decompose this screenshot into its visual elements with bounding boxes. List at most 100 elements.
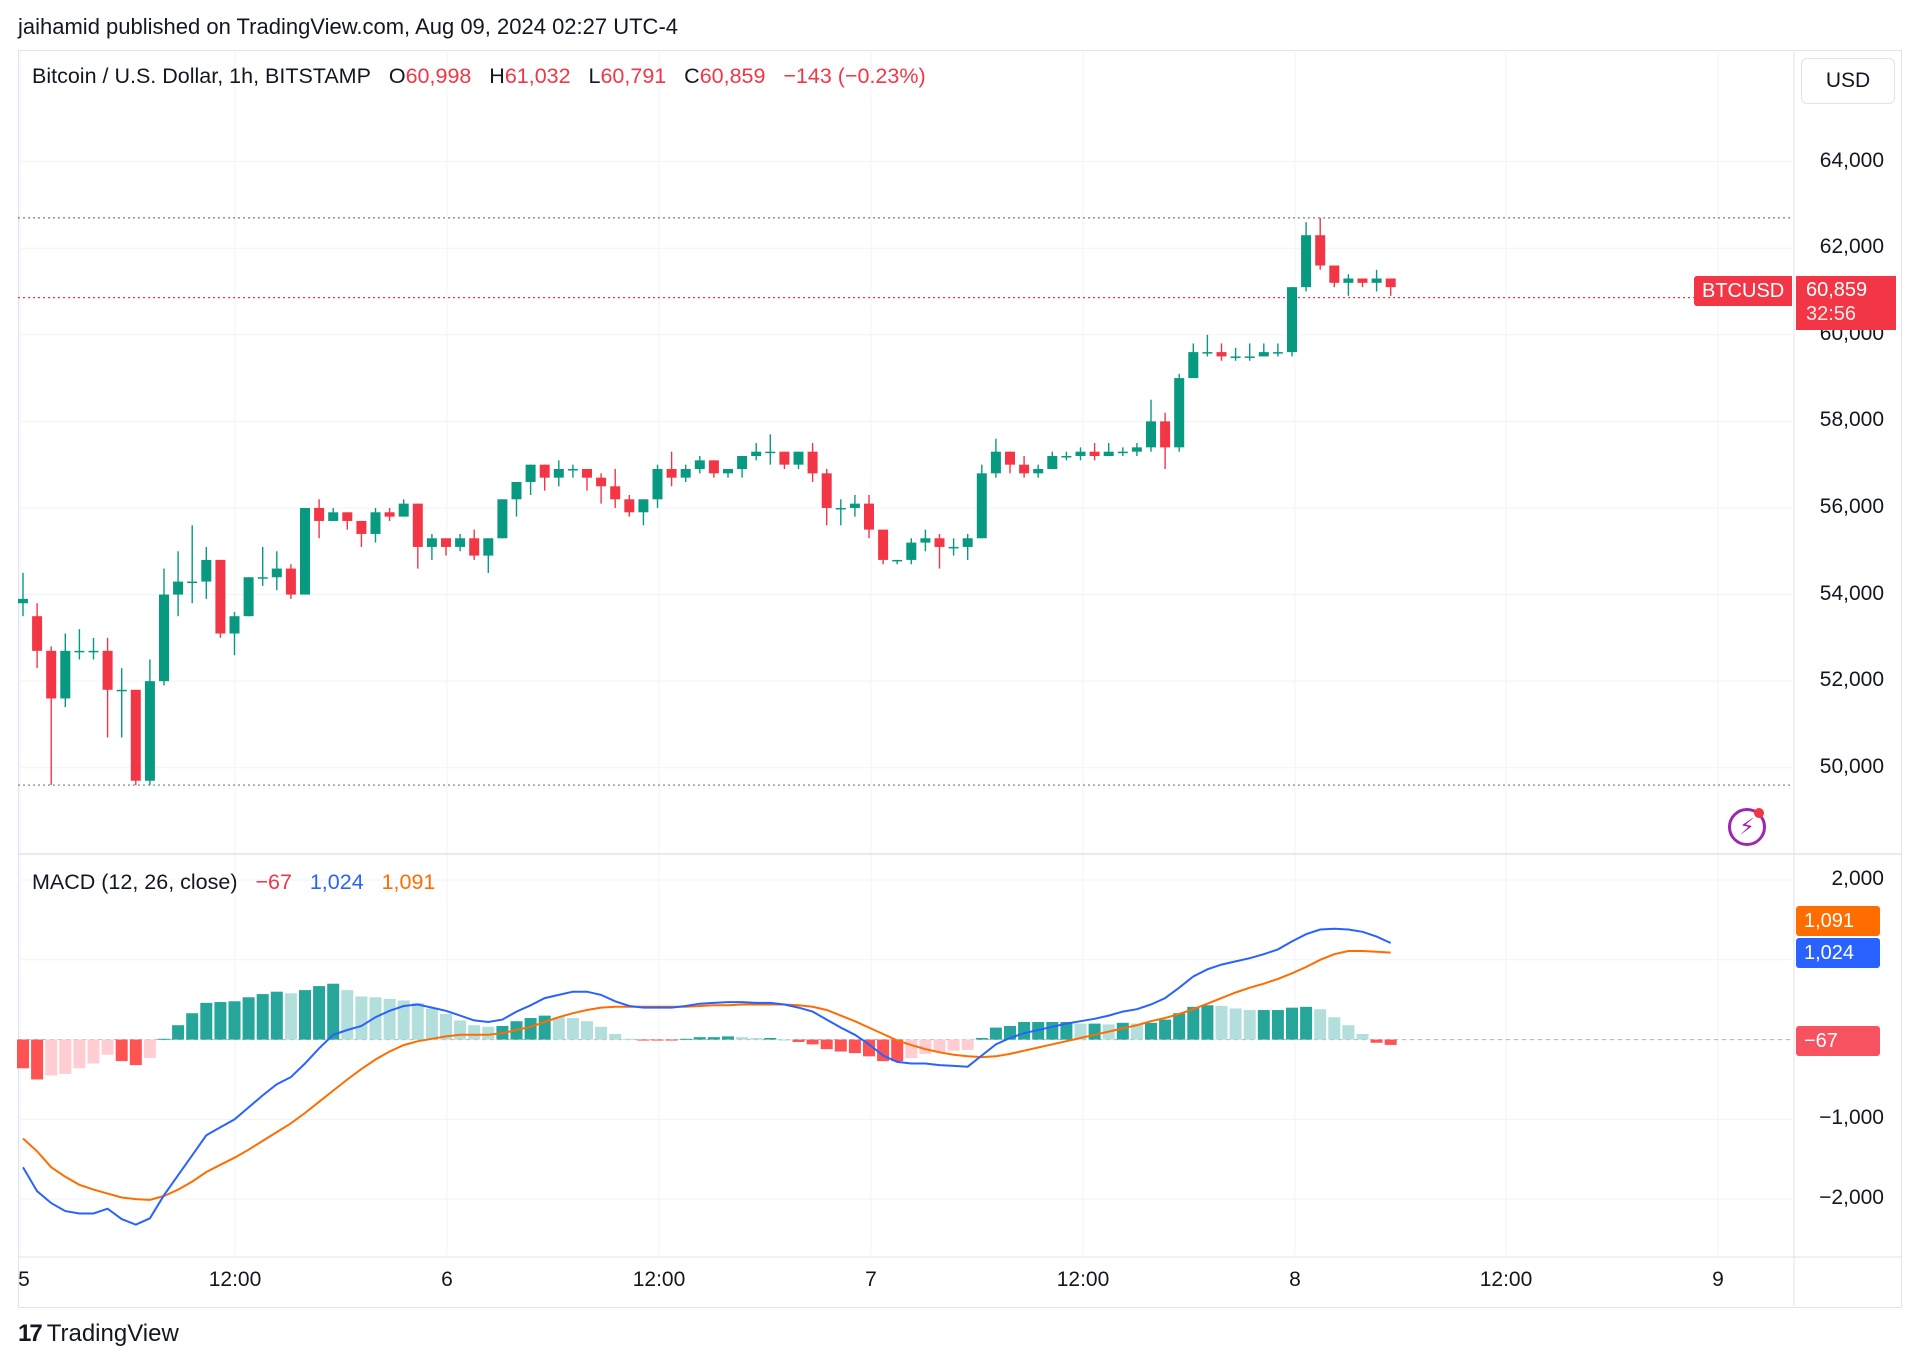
macd-histogram-bar [1215, 1006, 1228, 1040]
macd-histogram-bar [1342, 1025, 1355, 1040]
macd-histogram-bar [115, 1039, 128, 1062]
macd-histogram-bar [284, 993, 297, 1040]
candle-body [1146, 421, 1156, 448]
macd-histogram-bar [1187, 1006, 1200, 1040]
price-tag-symbol: BTCUSD [1694, 276, 1793, 306]
candle-body [553, 469, 564, 478]
macd-histogram-bar [355, 996, 368, 1040]
candle-body [525, 464, 536, 482]
candle-body [990, 451, 1001, 474]
macd-histogram-bar [1370, 1039, 1383, 1043]
macd-histogram-bar [383, 998, 396, 1040]
candle-body [864, 503, 874, 530]
candle-body [215, 559, 226, 634]
macd-histogram-bar [242, 997, 255, 1040]
macd-histogram-bar [397, 1000, 410, 1040]
candle-body [455, 538, 466, 547]
candle-body [694, 460, 705, 469]
macd-tag-signal: 1,091 [1796, 906, 1880, 936]
candle-body [60, 650, 71, 699]
macd-histogram-bar [806, 1039, 819, 1045]
macd-signal-line [22, 950, 1391, 1201]
macd-histogram-bar [792, 1039, 805, 1042]
macd-histogram-bar [1384, 1039, 1397, 1045]
price-tag-countdown: 32:56 [1806, 303, 1857, 325]
macd-histogram-bar [1046, 1022, 1059, 1040]
macd-histogram-bar [186, 1013, 199, 1040]
macd-histogram-bar [764, 1037, 777, 1040]
macd-histogram-bar [172, 1025, 185, 1040]
macd-histogram-bar [947, 1039, 960, 1051]
currency-button[interactable]: USD [1801, 58, 1895, 104]
candle-body [892, 559, 903, 562]
candle-body [201, 559, 212, 582]
lightning-icon[interactable]: ⚡ [1728, 808, 1766, 846]
candle-body [46, 650, 57, 699]
price-tag-price: 60,859 [1806, 279, 1868, 301]
candle-body [18, 598, 28, 604]
macd-histogram-bar [552, 1017, 565, 1040]
macd-histogram-bar [158, 1038, 170, 1040]
candle-body [793, 451, 804, 465]
macd-histogram-bar [59, 1039, 72, 1074]
candle-body [920, 538, 931, 543]
chart-frame [18, 50, 1902, 1308]
macd-legend-hist: −67 [255, 870, 292, 894]
candle-body [666, 469, 677, 478]
macd-histogram-bar [1243, 1010, 1256, 1040]
macd-histogram-bar [341, 990, 354, 1040]
candle-body [934, 538, 945, 547]
candle-body [511, 481, 522, 500]
legend-change: −143 (−0.23%) [783, 64, 926, 88]
macd-histogram-bar [214, 1002, 227, 1040]
macd-histogram-bar [1328, 1017, 1341, 1040]
tradingview-logo[interactable]: 17 TradingView [18, 1320, 179, 1348]
candle-body [1188, 352, 1199, 379]
macd-histogram-bar [1257, 1010, 1270, 1040]
macd-histogram-bar [623, 1038, 636, 1040]
candle-body [835, 507, 846, 510]
candle-body [229, 616, 240, 634]
legend-symbol: Bitcoin / U.S. Dollar, 1h, BITSTAMP [32, 64, 371, 88]
macd-histogram-bar [313, 986, 326, 1040]
candle-body [680, 469, 691, 478]
macd-histogram-bar [45, 1039, 58, 1076]
candle-body [567, 469, 578, 471]
macd-histogram-bar [1201, 1005, 1214, 1040]
time-axis-label: 12:00 [1479, 1268, 1533, 1291]
time-axis-label: 7 [865, 1268, 877, 1291]
legend-open-label: O [388, 64, 406, 88]
candle-body [370, 512, 381, 534]
legend-open: 60,998 [405, 64, 472, 88]
macd-histogram-bar [327, 983, 340, 1040]
candle-body [582, 469, 592, 478]
time-axis-label: 6 [441, 1268, 453, 1291]
candle-body [1131, 447, 1142, 452]
candle-body [765, 451, 776, 454]
legend-low-label: L [588, 64, 601, 88]
legend-close: 60,859 [699, 64, 766, 88]
macd-histogram-bar [1300, 1006, 1313, 1040]
time-axis-label: 12:00 [208, 1268, 262, 1291]
macd-histogram-bar [778, 1039, 791, 1041]
candle-body [1202, 352, 1213, 354]
price-axis-label: 52,000 [1819, 668, 1884, 692]
time-axis-label: 9 [1712, 1268, 1724, 1291]
candle-body [624, 499, 635, 513]
macd-histogram-bar [651, 1039, 664, 1041]
candle-body [1385, 278, 1396, 288]
candle-body [1343, 278, 1354, 283]
candle-body [173, 581, 184, 595]
candle-body [1033, 469, 1044, 474]
candle-body [1005, 451, 1015, 465]
macd-histogram-bar [750, 1037, 763, 1040]
candle-body [652, 469, 663, 500]
tradingview-logo-icon: 17 [18, 1320, 43, 1347]
time-axis-label: 5 [18, 1268, 30, 1291]
candle-body [807, 451, 818, 474]
time-axis-label: 8 [1289, 1268, 1301, 1291]
notification-dot [1754, 808, 1764, 818]
candle-body [1301, 235, 1312, 288]
candle-body [1019, 464, 1030, 474]
